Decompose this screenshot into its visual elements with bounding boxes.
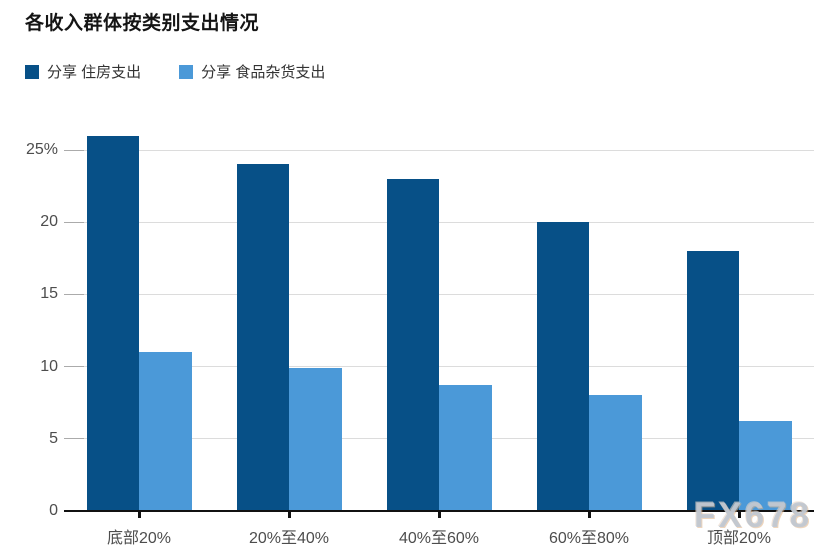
x-tick-label-4: 顶部20% <box>706 530 772 547</box>
y-tick-label-25: 25% <box>25 141 58 158</box>
y-tick-5 <box>64 438 84 440</box>
y-tick-label-20: 20 <box>40 213 58 231</box>
y-tick-10 <box>64 366 84 368</box>
bar-series1-cat3 <box>589 395 642 511</box>
x-axis-line <box>64 510 814 512</box>
bar-series1-cat4 <box>739 421 792 511</box>
x-tick-mark-0 <box>137 511 141 518</box>
bar-series0-cat2 <box>386 178 439 511</box>
gridline-15 <box>64 293 814 295</box>
gridline-10 <box>64 366 814 368</box>
bar-series1-cat2 <box>439 385 492 511</box>
y-tick-15 <box>64 293 84 295</box>
bar-series1-cat1 <box>289 368 342 511</box>
legend-item-housing: 分享 住房支出 <box>25 61 141 82</box>
x-tick-mark-3 <box>587 511 591 518</box>
y-tick-20 <box>64 221 84 223</box>
x-tick-mark-4 <box>737 511 741 518</box>
bar-series0-cat4 <box>686 251 739 511</box>
y-tick-label-0: 0 <box>49 502 58 519</box>
x-tick-label-0: 底部20% <box>106 530 172 547</box>
bar-series1-cat0 <box>139 352 192 511</box>
legend-label-housing: 分享 住房支出 <box>47 64 142 81</box>
y-tick-label-15: 15 <box>40 285 58 303</box>
y-tick-label-5: 5 <box>49 429 58 447</box>
gridline-20 <box>64 221 814 223</box>
fx678-watermark: FX678 <box>694 496 813 535</box>
x-tick-mark-2 <box>437 511 441 518</box>
bar-series0-cat3 <box>536 222 589 511</box>
bar-series0-cat0 <box>86 135 139 511</box>
legend-item-groceries: 分享 食品杂货支出 <box>179 61 325 82</box>
legend-swatch-groceries-icon <box>179 64 194 79</box>
gridline-25 <box>64 149 814 151</box>
legend-label-groceries: 分享 食品杂货支出 <box>201 64 326 81</box>
y-tick-25 <box>64 149 84 151</box>
chart-legend: 分享 住房支出 分享 食品杂货支出 <box>25 61 325 82</box>
x-tick-label-3: 60%至80% <box>548 530 630 547</box>
x-tick-label-1: 20%至40% <box>248 530 330 547</box>
bar-series0-cat1 <box>236 164 289 511</box>
chart-title: 各收入群体按类别支出情况 <box>25 13 260 34</box>
y-tick-label-10: 10 <box>40 357 58 375</box>
x-tick-mark-1 <box>287 511 291 518</box>
x-tick-label-2: 40%至60% <box>398 530 480 547</box>
legend-swatch-housing-icon <box>25 64 39 79</box>
